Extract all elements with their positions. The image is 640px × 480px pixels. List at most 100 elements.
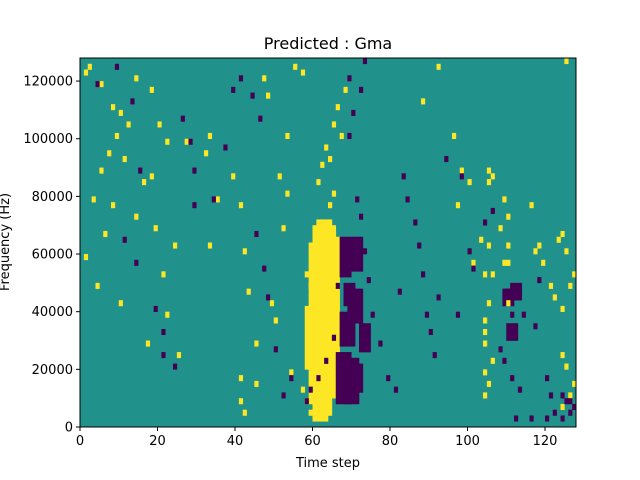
heatmap-cell-low [347, 369, 352, 376]
heatmap-cell-low [366, 277, 371, 284]
heatmap-cell-high [312, 230, 317, 238]
heatmap-cell-low [351, 248, 356, 255]
heatmap-cell-high [304, 271, 309, 278]
x-tick-label: 60 [304, 434, 321, 449]
heatmap-cell-high [335, 104, 340, 111]
heatmap-cell-low [510, 328, 515, 336]
heatmap-cell-high [312, 311, 317, 318]
heatmap-cell-high [490, 271, 495, 278]
heatmap-cell-high [328, 403, 333, 411]
heatmap-cell-high [238, 202, 244, 209]
heatmap-cell-high [308, 380, 313, 387]
heatmap-cell-low [339, 242, 344, 249]
heatmap-cell-high [316, 369, 321, 376]
heatmap-cell-low [95, 81, 100, 88]
heatmap-cell-low [343, 259, 348, 266]
heatmap-cell-low [355, 294, 360, 301]
y-tick-label: 0 [65, 421, 73, 436]
heatmap-cell-high [316, 282, 321, 289]
heatmap-cell-high [308, 271, 313, 278]
heatmap-cell-low [432, 352, 437, 359]
heatmap-cell-low [347, 398, 352, 405]
heatmap-cell-high [320, 409, 325, 416]
heatmap-cell-high [312, 357, 317, 364]
heatmap-cell-low [568, 398, 573, 405]
heatmap-cell-high [328, 265, 333, 272]
heatmap-cell-high [328, 271, 333, 278]
heatmap-cells [83, 58, 577, 422]
heatmap-cell-high [328, 409, 333, 416]
y-tick-label: 100000 [23, 132, 73, 147]
heatmap-cell-high [215, 196, 220, 203]
heatmap-cell-low [335, 375, 340, 382]
heatmap-cell-high [312, 288, 317, 295]
heatmap-cell-high [316, 288, 321, 295]
x-axis-label: Time step [295, 456, 360, 471]
x-tick-label: 40 [227, 434, 244, 449]
heatmap-cell-low [560, 415, 565, 422]
heatmap-cell-low [393, 386, 399, 393]
heatmap-cell-high [320, 277, 325, 284]
heatmap-cell-low [355, 236, 360, 243]
heatmap-cell-high [328, 340, 333, 347]
heatmap-cell-high [312, 248, 317, 255]
heatmap-cell-low [521, 311, 526, 318]
heatmap-cell-high [335, 317, 340, 324]
heatmap-cell-low [355, 317, 360, 324]
heatmap-cell-high [328, 311, 333, 318]
heatmap-cell-high [331, 380, 337, 387]
heatmap-cell-high [304, 323, 309, 330]
heatmap-cell-high [335, 323, 340, 330]
heatmap-cell-low [335, 369, 340, 376]
heatmap-cell-high [324, 403, 329, 411]
heatmap-cell-low [343, 334, 348, 341]
heatmap-cell-low [355, 392, 360, 399]
heatmap-cell-high [331, 277, 337, 284]
heatmap-cell-low [359, 294, 364, 301]
heatmap-cell-high [312, 386, 317, 393]
heatmap-cell-high [331, 236, 337, 243]
heatmap-cell-high [122, 156, 127, 163]
heatmap-cell-low [347, 392, 352, 399]
heatmap-cell-low [355, 380, 360, 387]
heatmap-cell-high [308, 277, 313, 284]
heatmap-cell-low [359, 369, 364, 376]
heatmap-cell-high [316, 294, 321, 301]
heatmap-cell-high [242, 248, 247, 255]
heatmap-cell-high [479, 236, 484, 243]
heatmap-cell-high [331, 369, 337, 376]
heatmap-cell-high [273, 317, 278, 324]
heatmap-cell-low [359, 317, 364, 324]
heatmap-cell-high [312, 334, 317, 341]
heatmap-cell-low [428, 328, 433, 336]
heatmap-cell-high [312, 363, 317, 370]
heatmap-cell-low [250, 92, 255, 99]
heatmap-cell-high [312, 403, 317, 411]
heatmap-cell-low [339, 328, 344, 336]
heatmap-cell-high [320, 380, 325, 387]
heatmap-cell-high [312, 380, 317, 387]
heatmap-cell-low [572, 403, 577, 411]
heatmap-cell-high [316, 409, 321, 416]
heatmap-cell-low [347, 386, 352, 393]
y-axis-label: Frequency (Hz) [0, 193, 13, 291]
heatmap-cell-high [564, 248, 569, 255]
heatmap-cell-high [506, 213, 511, 220]
heatmap-cell-high [316, 346, 321, 353]
heatmap-cell-low [359, 340, 364, 347]
heatmap-cell-high [316, 242, 321, 249]
heatmap-cell-high [312, 415, 317, 422]
heatmap-cell-high [316, 230, 321, 238]
heatmap-cell-high [316, 265, 321, 272]
heatmap-cell-low [347, 259, 352, 266]
heatmap-cell-high [281, 225, 286, 232]
y-tick-label: 20000 [32, 363, 73, 378]
heatmap-cell-low [324, 357, 329, 364]
heatmap-cell-high [316, 392, 321, 399]
heatmap-cell-high [335, 294, 340, 301]
heatmap-cell-low [378, 340, 383, 347]
heatmap-cell-low [366, 340, 371, 347]
heatmap-cell-high [324, 305, 329, 312]
heatmap-cell-high [320, 254, 325, 261]
